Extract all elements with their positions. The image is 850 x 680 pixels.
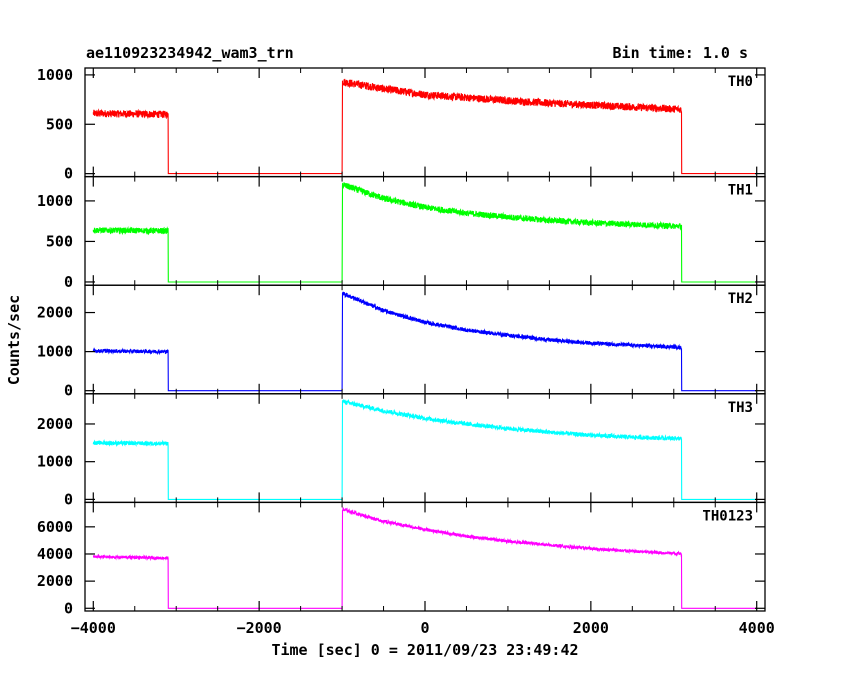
y-tick-label-th0123: 2000 [37,572,73,590]
y-tick-label-th0123: 4000 [37,545,73,563]
series-line-th0 [92,78,757,175]
series-line-th2 [92,291,757,392]
panel-label-th0123: TH0123 [702,508,753,524]
series-line-th0123 [92,506,757,609]
panel-label-th2: TH2 [728,291,753,307]
panel-frame-th3 [84,393,766,504]
y-tick-label-th0: 1000 [37,66,73,84]
panel-label-th3: TH3 [728,400,753,416]
y-tick-label-th1: 0 [64,273,73,291]
y-tick-label-th0123: 6000 [37,518,73,536]
panel-label-th1: TH1 [728,183,753,199]
panel-frame-th2 [84,284,766,395]
series-line-th1 [92,182,757,283]
y-tick-label-th2: 1000 [37,343,73,361]
panel-frame-th0 [84,67,766,178]
y-tick-label-th1: 1000 [37,192,73,210]
panel-label-th0: TH0 [728,74,753,90]
series-line-th3 [92,398,757,500]
y-tick-label-th3: 1000 [37,453,73,471]
chart-title: ae110923234942_wam3_trn [86,44,294,62]
panel-frame-th1 [84,175,766,286]
y-tick-label-th3: 0 [64,490,73,508]
x-tick-label: 4000 [739,619,775,637]
y-tick-label-th3: 2000 [37,415,73,433]
x-tick-label: −4000 [71,619,116,637]
y-tick-label-th0: 500 [46,115,73,133]
y-tick-label-th2: 2000 [37,304,73,322]
panel-frame-th0123 [84,501,766,612]
y-axis-label: Counts/sec [5,294,23,386]
y-tick-label-th1: 500 [46,232,73,250]
bin-time-label: Bin time: 1.0 s [612,44,748,62]
x-tick-label: 0 [420,619,429,637]
x-tick-label: 2000 [573,619,609,637]
x-tick-label: −2000 [237,619,282,637]
y-tick-label-th0123: 0 [64,599,73,617]
x-axis-label: Time [sec] 0 = 2011/09/23 23:49:42 [271,641,579,659]
y-tick-label-th0: 0 [64,165,73,183]
y-tick-label-th2: 0 [64,382,73,400]
